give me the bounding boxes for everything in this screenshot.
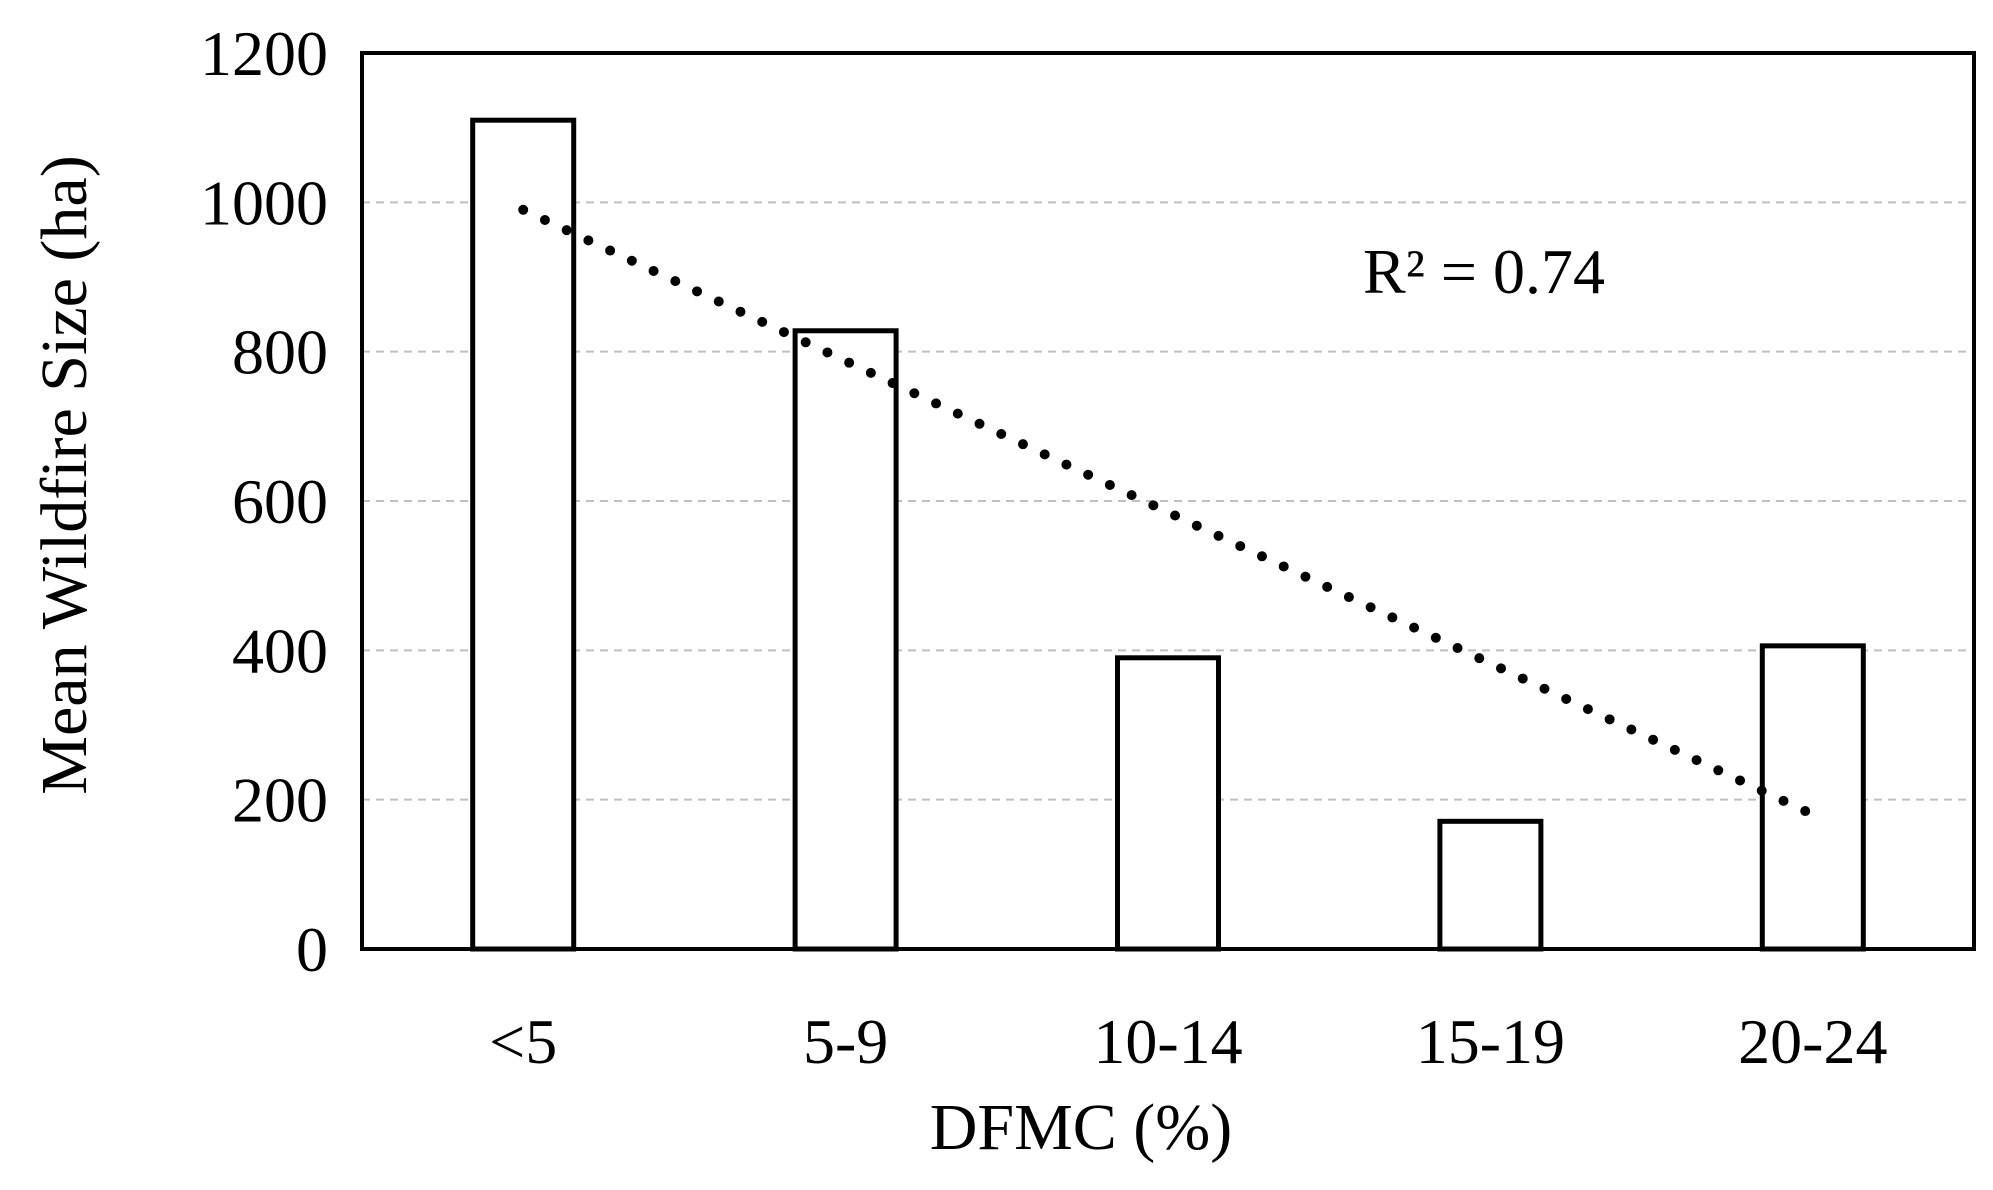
bar-3 [1115,655,1221,952]
y-tick-labels: 0 200 400 600 800 1000 1200 [200,18,328,985]
y-tick-label: 200 [232,765,328,836]
trendline [518,204,1818,820]
y-tick-label: 400 [232,615,328,686]
y-tick-label: 600 [232,466,328,537]
bar-2 [792,328,899,952]
bar-1 [470,117,577,952]
y-axis-label: Mean Wildfire Size (ha) [28,155,101,794]
bars [470,117,1866,952]
y-tick-label: 1000 [200,167,328,238]
y-tick-label: 1200 [200,18,328,89]
x-tick-label: <5 [489,1006,557,1077]
r-squared-annotation: R² = 0.74 [1363,236,1605,307]
x-tick-labels: <5 5-9 10-14 15-19 20-24 [489,1006,1887,1077]
x-tick-label: 15-19 [1416,1006,1565,1077]
x-axis-label: DFMC (%) [930,1091,1233,1164]
bar-4 [1437,818,1544,952]
trendline-dotted [518,204,1818,820]
x-tick-label: 20-24 [1738,1006,1887,1077]
y-tick-label: 0 [296,914,328,985]
x-tick-label: 5-9 [803,1006,888,1077]
bar-5 [1759,643,1866,952]
x-tick-label: 10-14 [1093,1006,1242,1077]
y-tick-label: 800 [232,317,328,388]
